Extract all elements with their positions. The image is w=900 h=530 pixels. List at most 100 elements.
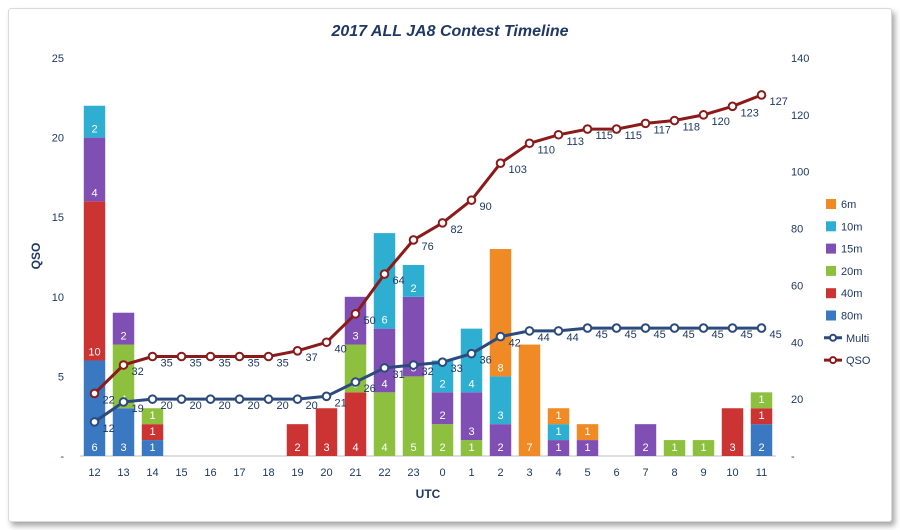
- bar-value-label: 4: [352, 442, 358, 454]
- line-point: [640, 323, 651, 333]
- y-axis-label: QSO: [29, 243, 43, 270]
- x-tick-label: 20: [320, 467, 332, 479]
- line-point: [698, 323, 709, 333]
- line-point: [350, 309, 361, 319]
- bar-value-label: 1: [758, 410, 764, 422]
- line-point: [379, 269, 390, 279]
- legend-swatch: [826, 221, 836, 232]
- line-value-label: 20: [190, 400, 202, 412]
- bar-value-label: 1: [671, 442, 677, 454]
- bar-segment: [460, 440, 483, 456]
- bar-value-label: 1: [555, 410, 561, 422]
- bar-value-label: 4: [381, 442, 387, 454]
- line-point: [553, 129, 564, 140]
- x-tick-label: 12: [88, 467, 100, 479]
- line-value-label: 110: [538, 144, 556, 156]
- bar-value-label: 4: [91, 187, 97, 199]
- x-tick-label: 6: [613, 467, 619, 479]
- line-point: [756, 90, 767, 100]
- bar-value-label: 2: [758, 442, 764, 454]
- x-tick-label: 22: [378, 467, 390, 479]
- line-point: [408, 360, 419, 370]
- line-point: [727, 101, 738, 112]
- bar-value-label: 1: [584, 442, 590, 454]
- line-value-label: 45: [770, 329, 782, 341]
- bar-segment: [460, 392, 483, 441]
- legend-label: 80m: [841, 311, 862, 323]
- bar-segment: [112, 408, 135, 456]
- line-point: [582, 124, 593, 134]
- bar-value-label: 2: [497, 442, 503, 454]
- line-point: [727, 323, 738, 333]
- bar-segment: [402, 376, 425, 456]
- y2-tick-label: 60: [791, 280, 803, 292]
- bar-segment: [576, 424, 599, 441]
- line-value-label: 45: [654, 329, 666, 341]
- bar-value-label: 3: [468, 426, 474, 438]
- bar-value-label: 2: [439, 410, 445, 422]
- bar-value-label: 3: [323, 442, 329, 454]
- line-value-label: 115: [625, 130, 643, 142]
- y2-tick-label: 120: [791, 110, 809, 122]
- x-tick-label: 10: [726, 467, 738, 479]
- line-value-label: 45: [741, 329, 753, 341]
- line-value-label: 21: [335, 397, 347, 409]
- line-point: [263, 394, 274, 404]
- bar-value-label: 5: [410, 442, 416, 454]
- x-tick-label: 18: [262, 467, 274, 479]
- line-point: [379, 363, 390, 373]
- bars: 6104234211123433446552222134238711111211…: [83, 105, 773, 456]
- bar-value-label: 2: [91, 124, 97, 136]
- line-point: [205, 351, 216, 362]
- line-value-label: 117: [654, 124, 672, 136]
- line-point: [147, 351, 158, 362]
- bar-value-label: 3: [729, 442, 735, 454]
- x-tick-label: 1: [468, 467, 474, 479]
- bar-segment: [286, 424, 309, 456]
- line-multi: [93, 326, 762, 424]
- bar-segment: [112, 344, 135, 409]
- legend-label: 10m: [841, 221, 862, 233]
- bar-value-label: 2: [294, 442, 300, 454]
- line-point: [118, 360, 129, 370]
- x-tick-label: 11: [756, 467, 767, 479]
- line-value-label: 32: [422, 366, 434, 378]
- line-point: [292, 394, 303, 404]
- legend-swatch: [826, 265, 836, 276]
- legend-swatch: [826, 310, 836, 321]
- bar-value-label: 1: [758, 394, 764, 406]
- bar-segment: [83, 105, 106, 138]
- line-value-label: 26: [364, 383, 376, 395]
- bar-value-label: 1: [584, 426, 590, 438]
- legend-label: 15m: [841, 244, 862, 256]
- line-point: [176, 394, 187, 404]
- line-value-label: 42: [509, 338, 521, 350]
- legend-label: 20m: [841, 266, 862, 278]
- legend-label: 40m: [841, 288, 862, 300]
- bar-value-label: 1: [555, 426, 561, 438]
- line-value-label: 19: [132, 403, 144, 415]
- bar-value-label: 10: [88, 346, 100, 358]
- bar-segment: [141, 408, 164, 425]
- line-point: [321, 337, 332, 348]
- x-tick-label: 14: [146, 467, 158, 479]
- y2-tick-label: 100: [791, 167, 809, 179]
- line-point: [176, 351, 187, 362]
- x-tick-label: 0: [439, 467, 445, 479]
- bar-segment: [634, 424, 657, 456]
- x-axis-label: UTC: [416, 487, 441, 501]
- bar-segment: [402, 296, 425, 377]
- line-point: [234, 394, 245, 404]
- x-tick-label: 5: [584, 467, 590, 479]
- line-point: [350, 377, 361, 387]
- bar-value-label: 1: [700, 442, 706, 454]
- line-value-label: 76: [422, 241, 434, 253]
- bar-segment: [373, 233, 396, 329]
- line-point: [698, 110, 709, 120]
- y-tick-label: 10: [52, 292, 64, 304]
- line-point: [524, 326, 535, 336]
- y-tick-label: 5: [58, 371, 64, 383]
- line-value-label: 120: [712, 116, 730, 128]
- line-value-label: 20: [161, 400, 173, 412]
- line-value-label: 45: [712, 329, 724, 341]
